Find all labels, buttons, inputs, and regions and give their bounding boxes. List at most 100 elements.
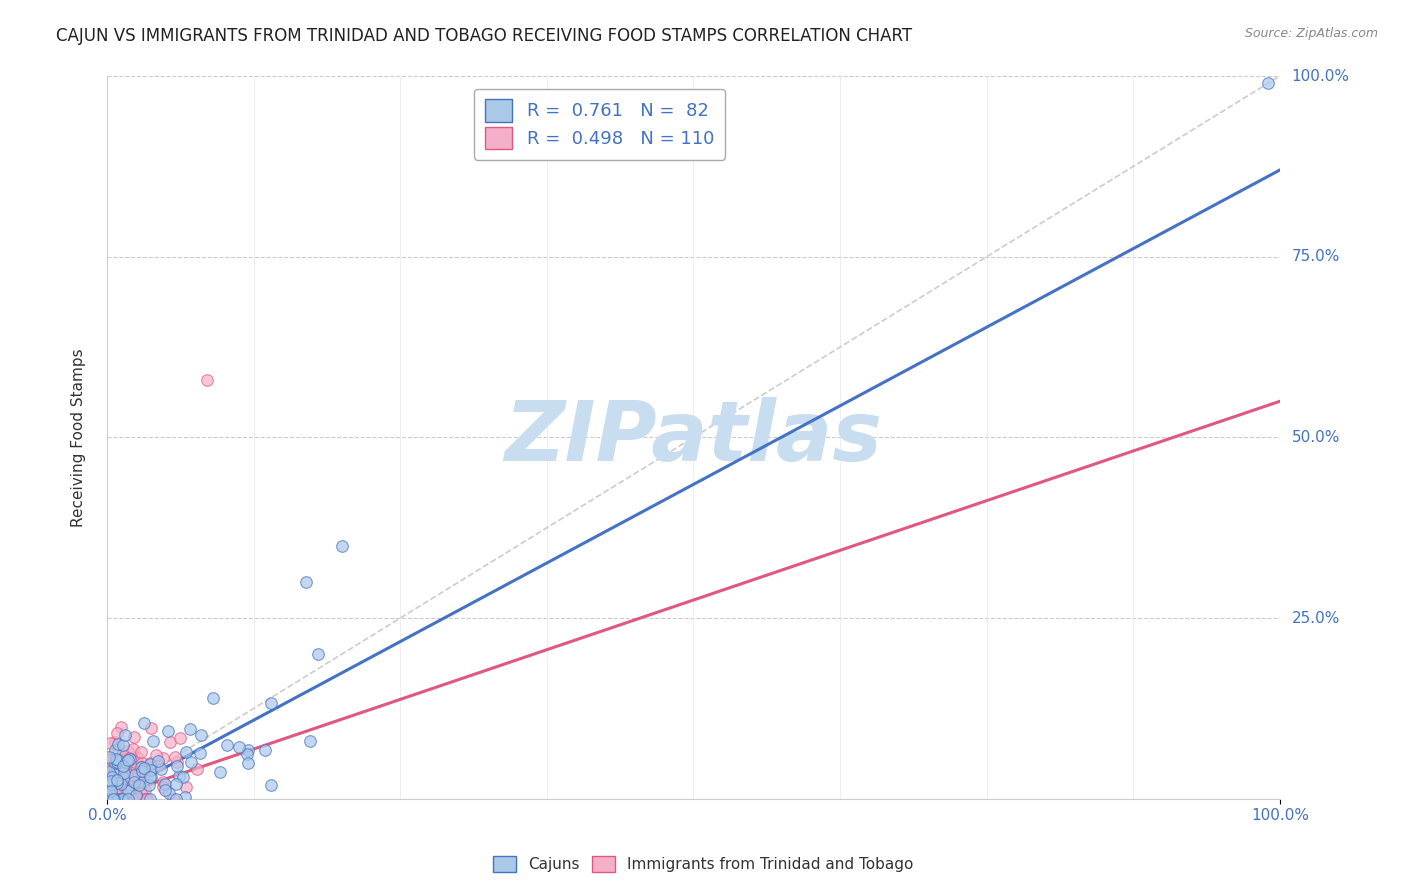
Point [172, 770, 194, 784]
Point [97, 791, 120, 805]
Point [121, 791, 143, 805]
Point [97, 766, 120, 780]
Point [101, 781, 124, 796]
Point [111, 767, 134, 781]
Point [141, 721, 163, 735]
Point [146, 754, 169, 768]
Point [134, 791, 156, 805]
Point [148, 757, 170, 772]
Text: ZIPatlas: ZIPatlas [505, 397, 883, 478]
Point [111, 756, 134, 771]
Point [152, 775, 174, 789]
Point [110, 769, 132, 783]
Point [104, 752, 127, 766]
Point [103, 767, 125, 781]
Point [134, 783, 156, 797]
Point [159, 735, 181, 749]
Point [131, 756, 153, 770]
Point [134, 766, 156, 780]
Point [103, 791, 125, 805]
Point [98, 791, 121, 805]
Point [129, 745, 152, 759]
Point [139, 763, 162, 777]
Point [139, 757, 162, 772]
Point [111, 791, 134, 805]
Text: 75.0%: 75.0% [1292, 249, 1340, 264]
Point [97, 785, 120, 799]
Point [131, 760, 153, 774]
Point [100, 791, 122, 805]
Text: 50.0%: 50.0% [1292, 430, 1340, 445]
Point [112, 759, 135, 773]
Point [179, 722, 201, 736]
Point [108, 791, 131, 805]
Point [112, 738, 135, 752]
Point [114, 780, 136, 795]
Legend: Cajuns, Immigrants from Trinidad and Tobago: Cajuns, Immigrants from Trinidad and Tob… [485, 848, 921, 880]
Point [103, 779, 125, 793]
Point [157, 786, 180, 800]
Point [125, 790, 148, 805]
Text: 100.0%: 100.0% [1292, 69, 1350, 84]
Point [139, 756, 162, 770]
Point [120, 752, 142, 766]
Point [120, 780, 142, 795]
Point [153, 777, 176, 791]
Point [235, 747, 257, 761]
Point [176, 745, 198, 759]
Point [97, 776, 120, 790]
Point [107, 741, 129, 756]
Point [105, 780, 128, 795]
Point [104, 787, 127, 801]
Point [108, 784, 131, 798]
Point [104, 791, 127, 805]
Point [105, 791, 128, 805]
Point [101, 791, 124, 805]
Text: 25.0%: 25.0% [1292, 610, 1340, 625]
Point [111, 791, 134, 805]
Point [117, 752, 139, 766]
Point [173, 790, 195, 805]
Point [104, 759, 127, 773]
Point [166, 759, 188, 773]
Point [180, 756, 202, 770]
Point [122, 768, 145, 782]
Point [101, 791, 124, 805]
Point [118, 782, 141, 797]
Point [201, 690, 224, 705]
Point [228, 739, 250, 754]
Point [190, 728, 212, 742]
Point [134, 763, 156, 777]
Point [101, 786, 124, 800]
Point [103, 755, 125, 769]
Point [157, 724, 180, 739]
Point [190, 747, 212, 761]
Point [112, 791, 135, 805]
Point [100, 774, 122, 789]
Point [129, 760, 152, 774]
Point [101, 770, 124, 784]
Point [97, 791, 120, 805]
Point [107, 772, 129, 787]
Point [127, 768, 149, 782]
Point [98, 780, 121, 794]
Point [117, 791, 139, 805]
Point [186, 762, 208, 776]
Point [110, 789, 132, 803]
Point [96, 791, 118, 805]
Point [153, 783, 176, 797]
Point [112, 791, 135, 805]
Point [114, 785, 136, 799]
Point [121, 771, 143, 785]
Point [128, 791, 150, 805]
Point [122, 730, 145, 744]
Point [98, 778, 121, 792]
Point [136, 791, 159, 805]
Point [132, 715, 155, 730]
Point [100, 736, 122, 750]
Point [100, 784, 122, 798]
Point [165, 777, 187, 791]
Point [141, 770, 163, 784]
Point [195, 373, 218, 387]
Point [131, 786, 153, 800]
